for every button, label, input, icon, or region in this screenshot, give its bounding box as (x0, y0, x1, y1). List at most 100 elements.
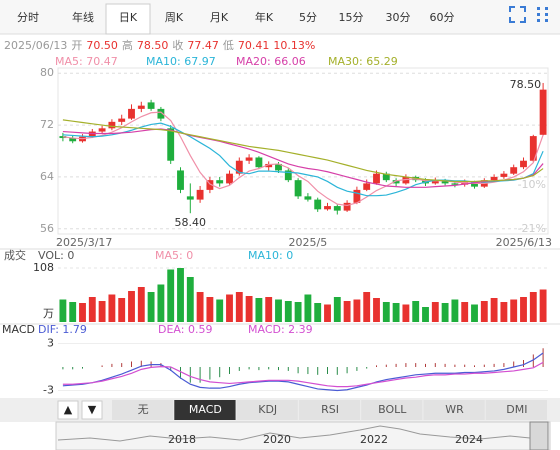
y-tick-label: 64 (40, 170, 54, 183)
candle-body (128, 108, 135, 119)
volume-bar (294, 302, 302, 322)
indicator-label[interactable]: RSI (321, 403, 339, 416)
tab[interactable]: 30分 (386, 11, 411, 24)
volume-bar (529, 292, 537, 322)
volume-bar (147, 292, 155, 322)
indicator-label[interactable]: WR (445, 403, 464, 416)
ma-legend: MA10: 67.97 (146, 55, 216, 68)
candle-body (206, 180, 214, 190)
volume-legend: VOL: 0 (38, 249, 74, 262)
panel-title: 成交 (4, 248, 26, 262)
fullscreen-icon[interactable] (509, 6, 526, 23)
candle-body (441, 180, 449, 184)
tab[interactable]: 月K (210, 11, 229, 24)
volume-bar (520, 297, 527, 322)
y-tick-label: -3 (43, 384, 54, 397)
indicator-label[interactable]: DMI (506, 403, 527, 416)
candle-body (500, 173, 508, 177)
volume-bar (69, 302, 77, 322)
candle-body (196, 189, 204, 200)
volume-bar (431, 302, 439, 322)
candle-body (392, 180, 400, 184)
year-label: 2018 (168, 433, 196, 446)
volume-bar (480, 301, 488, 322)
tab[interactable]: 周K (165, 11, 184, 24)
arrow-button[interactable] (81, 400, 103, 420)
indicator-tab[interactable] (236, 400, 298, 420)
volume-bar (471, 304, 478, 322)
candle-body (373, 173, 380, 184)
candle-body (275, 163, 282, 171)
y-tick-label: 3 (47, 336, 54, 349)
candle-body (382, 173, 390, 181)
volume-bar (422, 307, 429, 322)
volume-bar (206, 297, 214, 322)
indicator-label[interactable]: KDJ (258, 403, 277, 416)
tab[interactable]: 年线 (72, 10, 94, 24)
indicator-tab[interactable] (361, 400, 423, 420)
candle-body (98, 128, 106, 132)
volume-bar (353, 299, 361, 322)
volume-bar (304, 294, 312, 322)
volume-bar (235, 292, 243, 322)
quote-text: 低 (223, 39, 234, 52)
quote-text: 70.41 (238, 39, 270, 52)
indicator-label[interactable]: 无 (138, 403, 149, 416)
quote-text: 2025/06/13 (4, 39, 67, 52)
arrow-icon[interactable]: ▲ (64, 403, 73, 416)
tab[interactable]: 5分 (299, 11, 317, 24)
navigator-handle[interactable] (529, 421, 549, 450)
volume-bar (98, 301, 106, 322)
ma-line (62, 111, 544, 207)
indicator-tab[interactable] (298, 400, 361, 420)
candle-body (451, 183, 459, 185)
volume-bar (186, 277, 194, 322)
candle-body (510, 167, 518, 174)
candle-body (324, 206, 331, 210)
candle-body (88, 131, 96, 137)
candle-body (137, 105, 145, 109)
tab[interactable]: 60分 (430, 11, 455, 24)
navigator-line (57, 425, 531, 442)
indicator-tab[interactable] (485, 400, 547, 420)
tab[interactable]: 15分 (339, 11, 364, 24)
candle-body (343, 202, 351, 211)
arrow-button[interactable] (57, 400, 79, 420)
menu-icon[interactable] (537, 7, 548, 22)
volume-legend: MA10: 0 (248, 249, 293, 262)
tab[interactable]: 年K (255, 10, 274, 24)
active-tab[interactable] (105, 3, 151, 35)
volume-bar (363, 292, 371, 322)
ma-legend: MA5: 70.47 (55, 55, 118, 68)
volume-bar (412, 301, 420, 322)
indicator-tab[interactable] (112, 400, 174, 420)
candle-body (471, 182, 478, 187)
candle-body (108, 121, 116, 129)
year-label: 2022 (360, 433, 388, 446)
pct-label: -10% (518, 178, 546, 191)
panel-title: MACD (2, 323, 35, 336)
year-label: 2020 (263, 433, 291, 446)
volume-bar (216, 299, 224, 322)
indicator-tab[interactable] (423, 400, 485, 420)
volume-bar (226, 294, 233, 322)
year-label: 2024 (455, 433, 483, 446)
candle-body (69, 138, 77, 142)
volume-bar (245, 296, 253, 322)
ma-line (62, 128, 544, 188)
tab[interactable]: 分时 (17, 11, 39, 24)
max-label: 78.50 (510, 78, 542, 91)
candle-body (294, 180, 302, 197)
indicator-label[interactable]: BOLL (378, 403, 407, 416)
volume-bar (177, 268, 184, 322)
y-tick-label: 108 (33, 261, 54, 274)
navigator[interactable] (55, 421, 551, 450)
arrow-icon[interactable]: ▼ (88, 403, 97, 416)
tab[interactable]: 日K (119, 11, 138, 24)
volume-bar (137, 287, 145, 322)
candle-body (520, 160, 527, 168)
volume-legend: MA5: 0 (155, 249, 193, 262)
indicator-tab[interactable] (174, 400, 236, 420)
candle-body (314, 199, 322, 210)
indicator-label[interactable]: MACD (189, 403, 222, 416)
